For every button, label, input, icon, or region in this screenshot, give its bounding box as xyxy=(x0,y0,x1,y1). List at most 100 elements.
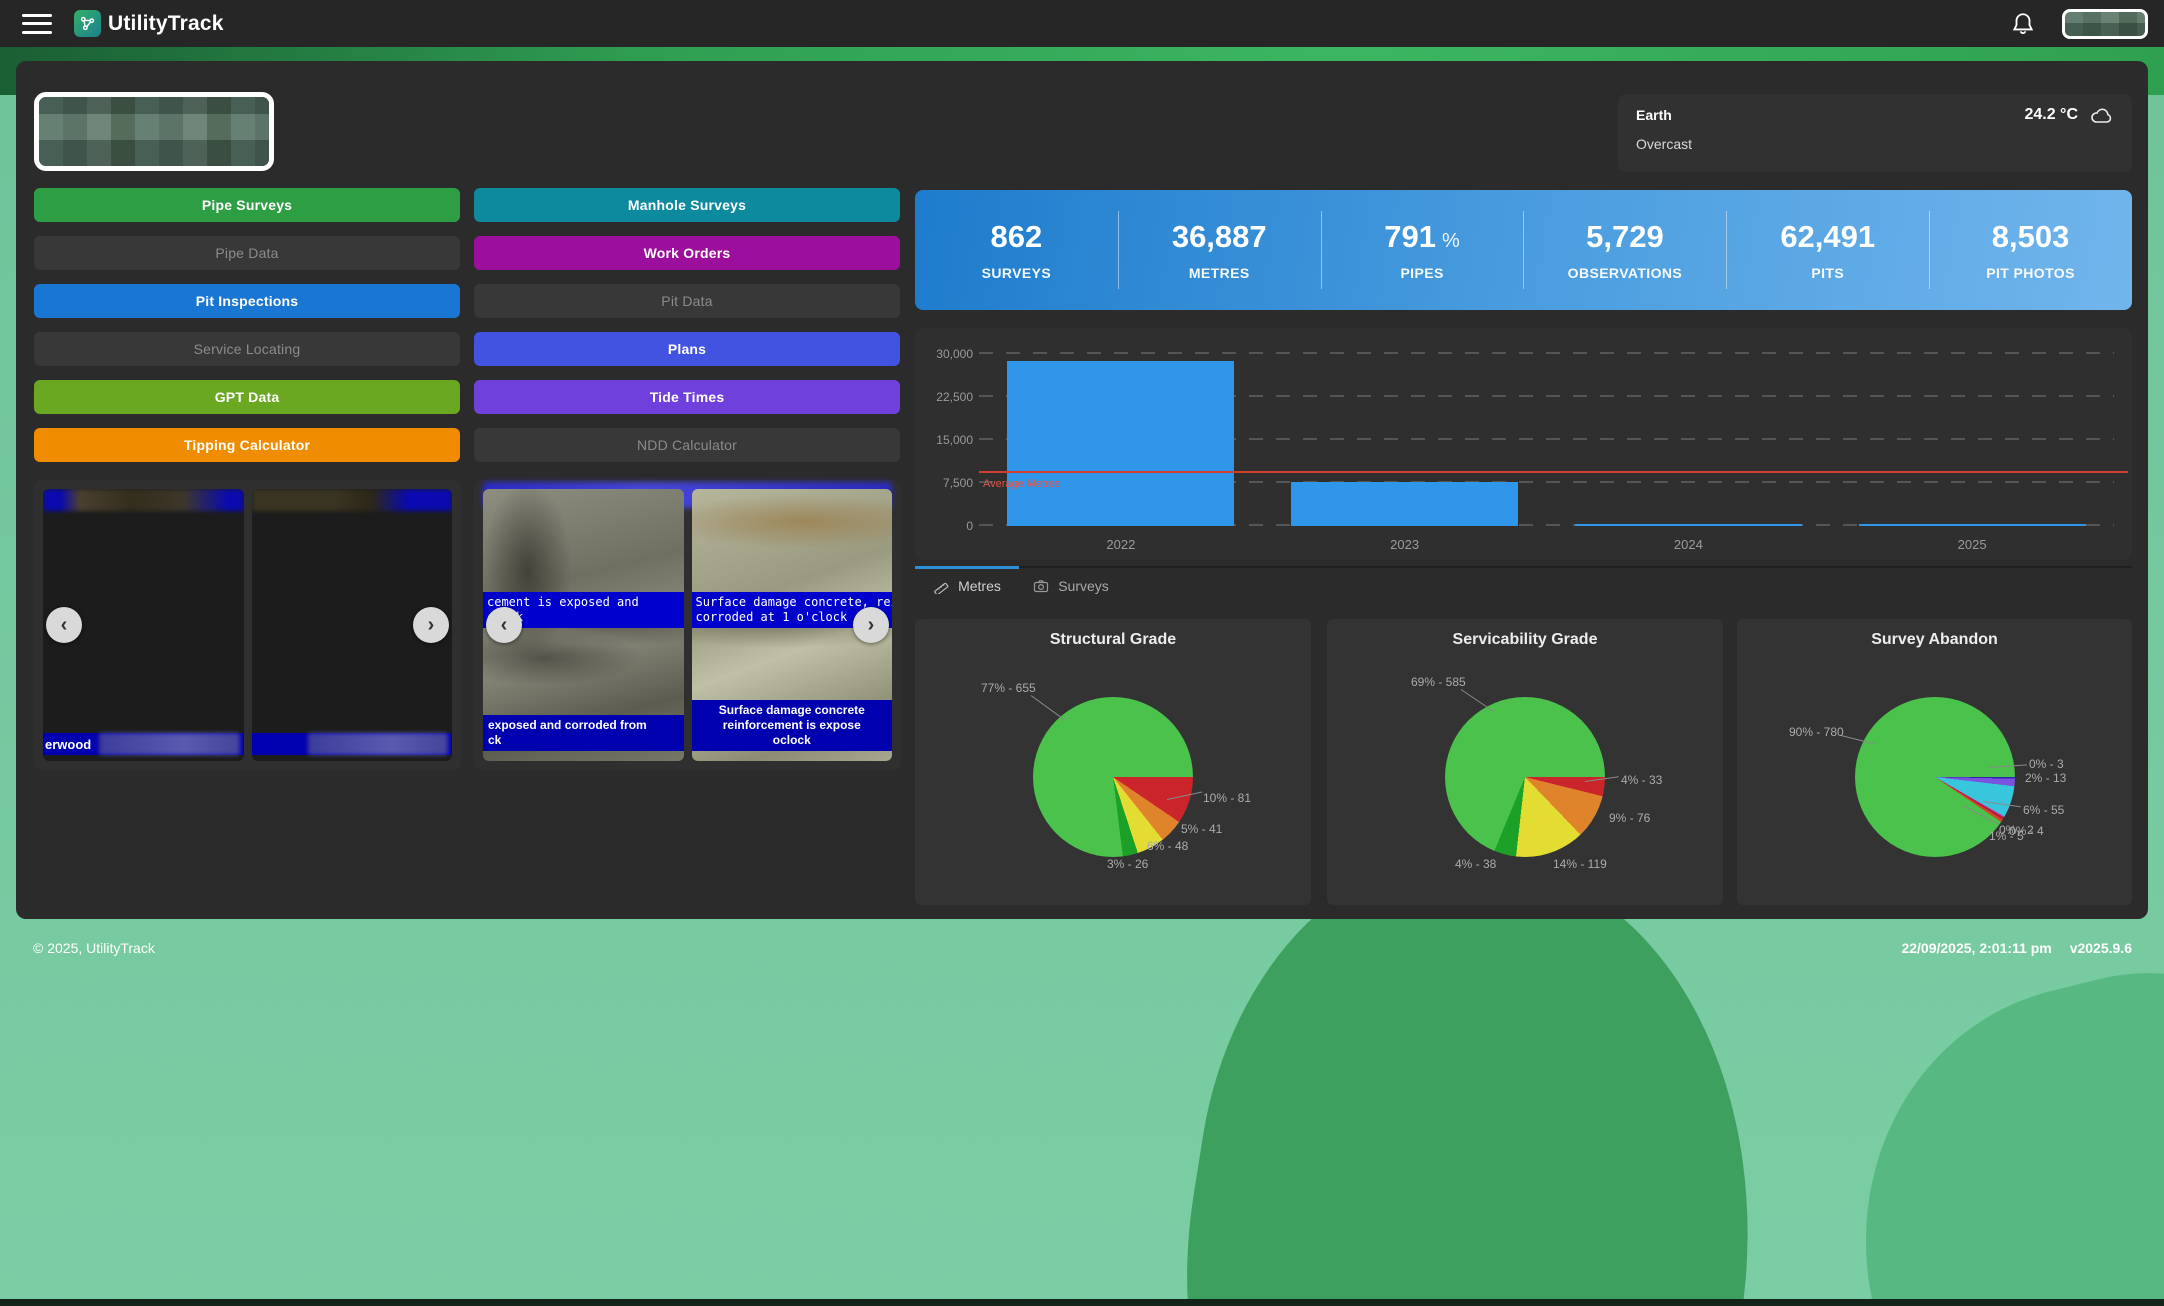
notifications-bell-icon[interactable] xyxy=(2010,11,2036,37)
ruler-icon xyxy=(933,578,949,596)
y-axis-tick: 7,500 xyxy=(942,476,973,491)
cctv-caption: exposed and corroded from ck xyxy=(483,715,684,751)
weather-widget: Earth 24.2 °C Overcast xyxy=(1618,94,2132,172)
pie-slice-label: 9% - 76 xyxy=(1609,811,1651,825)
app-logo[interactable]: UtilityTrack xyxy=(74,10,224,37)
stat-pits: 62,491 PITS xyxy=(1726,219,1929,281)
tipping-calculator-button[interactable]: Tipping Calculator xyxy=(34,428,460,462)
pie-slice-label: 0% - 3 xyxy=(2029,757,2064,771)
weather-location: Earth xyxy=(1636,107,1672,123)
x-axis-label: 2023 xyxy=(1390,537,1420,552)
bar-2025[interactable]: 2025 xyxy=(1830,340,2114,552)
cctv-caption-redacted xyxy=(99,733,240,755)
stat-label: METRES xyxy=(1188,265,1250,281)
pie-title: Structural Grade xyxy=(1049,631,1177,648)
carousel-prev-button[interactable]: ‹ xyxy=(46,607,82,643)
bar-2023[interactable]: 2023 xyxy=(1263,340,1547,552)
pie-slice-label: 0% - 2 xyxy=(1999,823,2034,837)
service-locating-button: Service Locating xyxy=(34,332,460,366)
cctv-caption: Surface damage concrete reinforcement is… xyxy=(691,700,892,751)
tab-label: Surveys xyxy=(1058,578,1109,594)
structural-grade-pie[interactable] xyxy=(1033,697,1193,857)
metres-by-year-bar-chart: 0 7,500 15,000 22,500 30,000 2022 2023 2… xyxy=(915,328,2132,560)
pie-slice-label: 2% - 13 xyxy=(2025,771,2067,785)
cctv-caption-band: erwood xyxy=(43,733,244,755)
pipe-data-button: Pipe Data xyxy=(34,236,460,270)
plans-button[interactable]: Plans xyxy=(474,332,900,366)
carousel-next-button[interactable]: › xyxy=(413,607,449,643)
stat-observations: 5,729 OBSERVATIONS xyxy=(1523,219,1726,281)
pie-slice-label: 3% - 26 xyxy=(1107,857,1149,871)
bar-chart-plot-area: 0 7,500 15,000 22,500 30,000 2022 2023 2… xyxy=(936,340,2128,552)
cctv-caption-band xyxy=(251,733,452,755)
stat-pipes: 791% PIPES xyxy=(1321,219,1524,281)
pie-slice-label: 6% - 48 xyxy=(1147,839,1189,853)
carousel-next-button[interactable]: › xyxy=(853,607,889,643)
pipe-surveys-button[interactable]: Pipe Surveys xyxy=(34,188,460,222)
bar-2024[interactable]: 2024 xyxy=(1547,340,1831,552)
summary-stats-bar: 862 SURVEYS 36,887 METRES 791% PIPES 5,7… xyxy=(915,190,2132,310)
screen-bottom-edge xyxy=(0,1299,2164,1306)
stat-surveys: 862 SURVEYS xyxy=(915,219,1118,281)
user-account-button-redacted[interactable] xyxy=(2062,8,2148,39)
gpt-data-button[interactable]: GPT Data xyxy=(34,380,460,414)
copyright-text: © 2025, UtilityTrack xyxy=(33,940,155,956)
pie-slice-label: 14% - 119 xyxy=(1553,857,1607,871)
y-axis-tick: 0 xyxy=(966,519,973,533)
cctv-overlay-redacted xyxy=(251,489,452,511)
footer-version: v2025.9.6 xyxy=(2069,940,2132,956)
client-logo-redacted[interactable] xyxy=(34,92,274,171)
tab-metres[interactable]: Metres xyxy=(915,566,1019,604)
pie-slice-label: 1% - 5 xyxy=(1989,829,2024,843)
app-bar: UtilityTrack xyxy=(0,0,2164,47)
stat-label: SURVEYS xyxy=(981,265,1052,281)
work-orders-button[interactable]: Work Orders xyxy=(474,236,900,270)
bar-2022[interactable]: 2022 xyxy=(979,340,1263,552)
cctv-caption-fragment: erwood xyxy=(45,736,92,752)
structural-grade-card: Structural Grade 77% - 655 10% - 81 5% -… xyxy=(915,619,1311,905)
x-axis-label: 2024 xyxy=(1673,537,1703,552)
bar-series: 2022 2023 2024 2025 xyxy=(979,340,2114,552)
menu-icon[interactable] xyxy=(22,13,52,34)
cctv-overlay-redacted xyxy=(43,489,244,511)
pie-slice-label: 5% - 41 xyxy=(1181,822,1223,836)
y-axis-tick: 30,000 xyxy=(936,347,973,362)
tab-surveys[interactable]: Surveys xyxy=(1019,568,1123,604)
pie-slice-label: 77% - 655 xyxy=(981,681,1036,695)
stat-value: 791% xyxy=(1384,219,1460,254)
footer-datetime: 22/09/2025, 2:01:11 pm xyxy=(1901,940,2052,956)
client-logo-pixelated-image xyxy=(39,97,269,166)
stat-metres: 36,887 METRES xyxy=(1118,219,1321,281)
cctv-thumbnail[interactable]: erwood xyxy=(43,489,244,761)
survey-abandon-pie[interactable] xyxy=(1855,697,2015,857)
pie-slice-label: 4% - 38 xyxy=(1455,857,1497,871)
x-axis-label: 2025 xyxy=(1957,537,1987,552)
y-axis-tick: 22,500 xyxy=(936,390,973,405)
stat-value: 862 xyxy=(990,219,1043,254)
stat-label: OBSERVATIONS xyxy=(1567,265,1683,281)
background-leaf-shape-2 xyxy=(1809,925,2164,1306)
pie-slice-label: 4% - 33 xyxy=(1621,773,1663,787)
servicability-grade-pie[interactable] xyxy=(1445,697,1605,857)
stat-pit-photos: 8,503 PIT PHOTOS xyxy=(1929,219,2132,281)
app-title: UtilityTrack xyxy=(108,11,224,35)
ndd-calculator-button: NDD Calculator xyxy=(474,428,900,462)
pie-slice-label: 6% - 55 xyxy=(2023,803,2065,817)
tide-times-button[interactable]: Tide Times xyxy=(474,380,900,414)
cctv-caption-redacted xyxy=(307,733,448,755)
pit-data-button: Pit Data xyxy=(474,284,900,318)
camera-icon xyxy=(1033,578,1049,594)
utilitytrack-logo-icon xyxy=(74,10,101,37)
pit-inspections-button[interactable]: Pit Inspections xyxy=(34,284,460,318)
pie-title: Servicability Grade xyxy=(1452,631,1598,648)
stat-value: 8,503 xyxy=(1991,219,2070,254)
dashboard-panel: Earth 24.2 °C Overcast Pipe Surveys Manh… xyxy=(16,61,2148,919)
stat-label: PIT PHOTOS xyxy=(1986,265,2075,281)
chart-series-tabs: Metres Surveys xyxy=(915,566,2132,604)
pie-slice-label: 90% - 780 xyxy=(1789,725,1844,739)
page-footer: © 2025, UtilityTrack 22/09/2025, 2:01:11… xyxy=(33,940,2132,956)
manhole-surveys-button[interactable]: Manhole Surveys xyxy=(474,188,900,222)
carousel-prev-button[interactable]: ‹ xyxy=(486,607,522,643)
survey-abandon-card: Survey Abandon 90% - 780 0% - 3 2% - 13 … xyxy=(1737,619,2132,905)
pie-title: Survey Abandon xyxy=(1871,631,1998,648)
